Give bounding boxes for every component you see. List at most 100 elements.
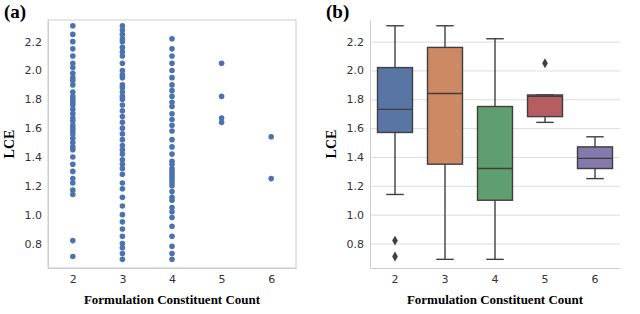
point <box>169 68 175 74</box>
x-tick: 4 <box>492 268 499 286</box>
whisker-cap-low <box>536 122 554 123</box>
x-tick-label: 4 <box>169 273 176 286</box>
y-tick: 1.2 <box>25 180 49 193</box>
y-axis-line <box>370 21 371 269</box>
whisker-cap-high <box>436 25 454 26</box>
x-axis-line <box>371 268 621 269</box>
x-tick: 6 <box>592 268 599 286</box>
point <box>169 128 175 134</box>
box-group <box>578 137 613 179</box>
y-tick-label: 2.0 <box>25 64 43 77</box>
point <box>70 169 76 175</box>
y-tick: 1.8 <box>25 93 49 106</box>
y-axis: 0.81.01.21.41.61.82.02.2 <box>25 21 49 269</box>
point <box>70 161 76 167</box>
point <box>169 88 175 94</box>
y-tick-label: 1.6 <box>347 122 365 135</box>
box <box>428 47 463 164</box>
whisker-cap-high <box>586 136 604 137</box>
point <box>120 39 126 45</box>
point <box>70 23 76 29</box>
point <box>219 60 225 66</box>
x-tick: 2 <box>392 268 399 286</box>
point <box>120 171 126 177</box>
point <box>120 203 126 209</box>
point <box>70 147 76 153</box>
y-tick-label: 1.8 <box>347 93 365 106</box>
median <box>528 96 563 97</box>
point <box>169 75 175 81</box>
y-tick: 1.8 <box>347 93 371 106</box>
x-tick: 6 <box>268 268 275 286</box>
point <box>120 245 126 251</box>
point <box>120 131 126 137</box>
point <box>120 60 126 66</box>
whisker-high <box>594 137 595 147</box>
point <box>169 117 175 123</box>
y-axis-title: LCE <box>324 130 339 159</box>
point <box>169 189 175 195</box>
whisker-high <box>444 26 445 48</box>
x-axis: 23456 <box>49 268 297 286</box>
y-tick-label: 2.0 <box>347 64 365 77</box>
point <box>120 120 126 126</box>
panel-label: (a) <box>4 1 26 23</box>
point <box>120 212 126 218</box>
point <box>268 176 274 182</box>
point <box>120 53 126 59</box>
whisker-low <box>594 169 595 179</box>
y-axis-line <box>48 21 49 269</box>
x-axis-line <box>49 268 297 269</box>
point <box>268 134 274 140</box>
point <box>169 257 175 263</box>
point <box>169 60 175 66</box>
marks <box>378 26 613 262</box>
y-tick-label: 1.8 <box>25 93 43 106</box>
y-tick-label: 1.4 <box>347 151 365 164</box>
y-tick-label: 1.4 <box>25 151 43 164</box>
point <box>70 238 76 244</box>
x-tick: 2 <box>70 268 77 286</box>
y-tick-label: 1.0 <box>25 209 43 222</box>
point <box>120 151 126 157</box>
point <box>120 226 126 232</box>
x-axis-title: Formulation Constituent Count <box>84 292 261 307</box>
point <box>169 82 175 88</box>
point <box>120 195 126 201</box>
point <box>120 251 126 257</box>
y-tick: 2.0 <box>347 64 371 77</box>
whisker-high <box>394 26 395 68</box>
x-tick: 4 <box>169 268 176 286</box>
x-tick-label: 2 <box>70 273 77 286</box>
point <box>70 192 76 198</box>
point <box>120 233 126 239</box>
point <box>70 53 76 59</box>
median <box>378 109 413 110</box>
box <box>578 147 613 169</box>
point <box>169 215 175 221</box>
point <box>120 97 126 103</box>
whisker-low <box>544 117 545 123</box>
y-tick-label: 2.2 <box>25 36 43 49</box>
point <box>169 233 175 239</box>
y-tick: 1.6 <box>347 122 371 135</box>
point <box>70 82 76 88</box>
outlier <box>542 58 548 68</box>
outlier <box>392 236 398 246</box>
panel: 0.81.01.21.41.61.82.02.223456(b)LCEFormu… <box>324 1 621 307</box>
y-axis-title: LCE <box>2 130 17 159</box>
point <box>169 111 175 117</box>
point <box>169 223 175 229</box>
y-tick: 1.4 <box>25 151 49 164</box>
whisker-cap-low <box>436 259 454 260</box>
outlier <box>392 252 398 262</box>
x-tick-label: 5 <box>219 273 226 286</box>
whisker-low <box>444 164 445 259</box>
y-tick-label: 1.2 <box>347 180 365 193</box>
y-tick: 1.2 <box>347 180 371 193</box>
point <box>169 144 175 150</box>
x-tick: 3 <box>442 268 449 286</box>
y-tick-label: 2.2 <box>347 36 365 49</box>
y-tick: 2.2 <box>347 36 371 49</box>
point <box>120 219 126 225</box>
